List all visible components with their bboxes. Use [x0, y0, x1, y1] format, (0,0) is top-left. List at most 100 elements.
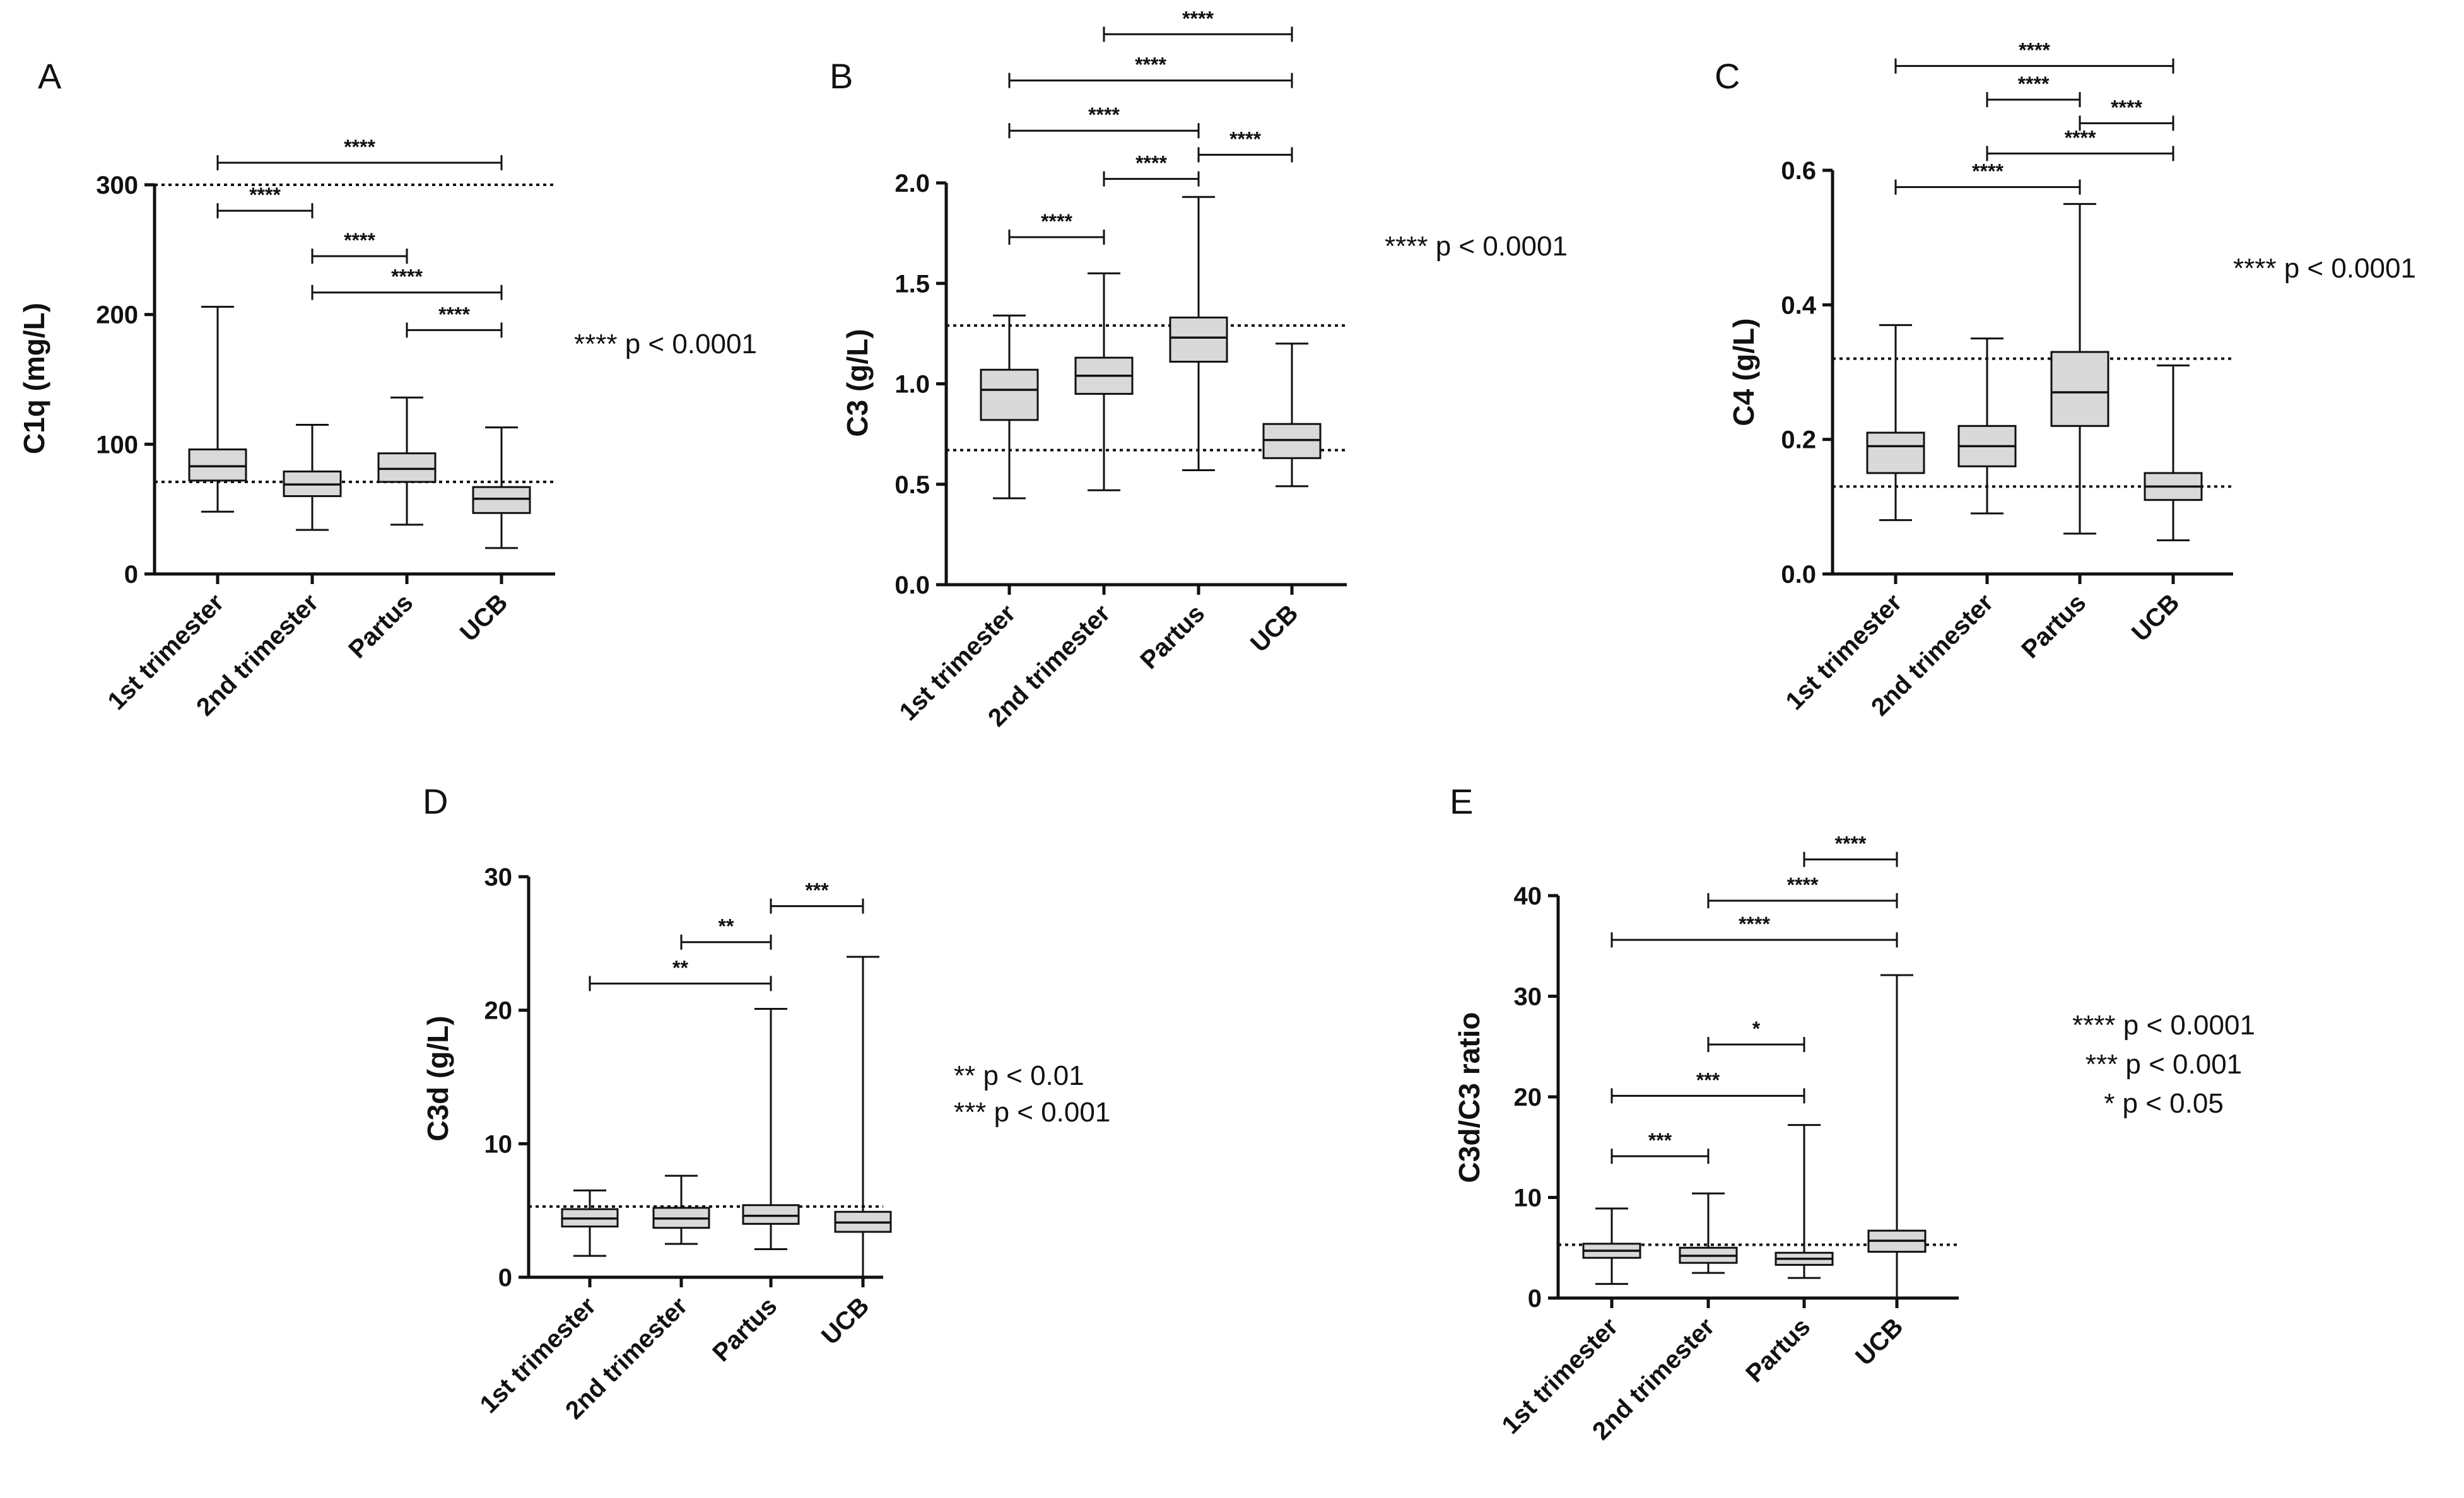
significance-label: ****	[1972, 160, 2003, 183]
p-value-legend: ** p < 0.01	[954, 1060, 1084, 1091]
significance-label: ****	[2065, 126, 2096, 149]
y-tick-label: 0.5	[895, 471, 930, 499]
significance-bracket: ****	[406, 303, 503, 338]
significance-bracket: ****	[1986, 126, 2174, 161]
significance-bracket: ****	[1894, 160, 2081, 195]
significance-label: ****	[1229, 127, 1261, 150]
significance-bracket: ****	[1610, 913, 1898, 948]
y-tick-label: 30	[484, 863, 513, 891]
y-tick-label: 40	[1514, 882, 1542, 910]
significance-label: ****	[1835, 833, 1867, 855]
y-tick-label: 0	[124, 561, 138, 588]
y-axis-label: C3d/C3 ratio	[1453, 1012, 1486, 1183]
significance-label: ****	[249, 184, 281, 206]
box-1	[188, 305, 247, 513]
panel-letter: A	[38, 56, 62, 96]
p-value-legend: **** p < 0.0001	[1385, 231, 1568, 262]
y-tick-label: 0.0	[1781, 561, 1816, 588]
significance-label: **	[719, 915, 734, 938]
p-value-legend: **** p < 0.0001	[2233, 253, 2416, 284]
p-value-legend: *** p < 0.001	[954, 1097, 1110, 1128]
y-tick-label: 10	[484, 1130, 513, 1158]
significance-label: ****	[1135, 152, 1167, 175]
significance-label: ***	[1696, 1068, 1720, 1091]
box-iqr	[377, 452, 437, 483]
x-tick-label: UCB	[1850, 1313, 1908, 1371]
significance-bracket: ****	[311, 229, 408, 264]
box-2	[1074, 272, 1134, 491]
significance-bracket: ****	[1803, 833, 1898, 867]
y-tick-label: 1.5	[895, 270, 930, 298]
box-4	[1867, 974, 1927, 1299]
y-tick-label: 1.0	[895, 371, 930, 399]
box-1	[1582, 1207, 1641, 1285]
significance-label: ****	[1182, 7, 1214, 30]
significance-label: ***	[1648, 1129, 1672, 1152]
significance-label: ****	[438, 303, 470, 325]
y-tick-label: 20	[1514, 1084, 1542, 1111]
y-axis-label: C4 (g/L)	[1727, 318, 1760, 426]
p-value-legend: * p < 0.05	[2104, 1088, 2224, 1119]
box-iqr	[742, 1204, 800, 1225]
panel-letter: C	[1715, 56, 1740, 96]
significance-label: ****	[1041, 210, 1072, 233]
y-tick-label: 0	[1528, 1285, 1542, 1313]
y-tick-label: 0.2	[1781, 426, 1816, 454]
x-tick-label: Partus	[707, 1292, 782, 1367]
box-3	[1775, 1124, 1834, 1279]
y-tick-label: 0.6	[1781, 157, 1816, 185]
panel-letter: B	[830, 56, 853, 96]
box-4	[2144, 364, 2203, 542]
panel-letter: D	[423, 781, 448, 821]
significance-bracket: ***	[1610, 1129, 1710, 1164]
significance-label: ****	[344, 229, 375, 252]
significance-bracket: **	[680, 915, 772, 950]
panel-letter: E	[1450, 781, 1473, 821]
y-tick-label: 10	[1514, 1185, 1542, 1212]
y-tick-label: 100	[96, 431, 138, 459]
significance-label: ****	[1739, 913, 1770, 935]
significance-label: ****	[2018, 73, 2050, 95]
y-tick-label: 0	[498, 1264, 512, 1292]
significance-bracket: ***	[1610, 1068, 1805, 1104]
y-tick-label: 2.0	[895, 170, 930, 197]
significance-label: ****	[391, 266, 423, 288]
box-3	[1169, 196, 1228, 471]
box-iqr	[1866, 431, 1925, 474]
y-axis-label: C1q (mg/L)	[18, 303, 50, 454]
significance-bracket: ****	[1008, 210, 1105, 245]
box-iqr	[1169, 316, 1228, 363]
significance-label: ****	[2019, 39, 2050, 62]
x-tick-label: UCB	[455, 588, 513, 647]
significance-label: ****	[2111, 96, 2142, 119]
significance-label: *	[1752, 1017, 1761, 1040]
box-4	[834, 956, 892, 1279]
y-tick-label: 20	[484, 997, 513, 1025]
box-2	[652, 1174, 710, 1245]
significance-bracket: **	[589, 956, 772, 992]
box-3	[742, 1008, 800, 1251]
box-3	[377, 396, 437, 526]
x-tick-label: UCB	[1245, 599, 1303, 657]
box-1	[980, 314, 1039, 500]
p-value-legend: **** p < 0.0001	[2072, 1010, 2255, 1041]
significance-bracket: *	[1707, 1017, 1805, 1053]
significance-bracket: ****	[1986, 73, 2081, 107]
significance-label: ****	[344, 136, 375, 158]
significance-label: ****	[1135, 54, 1166, 76]
box-iqr	[472, 486, 531, 514]
x-tick-label: Partus	[2016, 588, 2091, 664]
significance-bracket: ****	[216, 184, 314, 219]
significance-bracket: ****	[2079, 96, 2174, 131]
y-tick-label: 200	[96, 301, 138, 329]
x-tick-label: Partus	[1135, 599, 1210, 674]
significance-bracket: ****	[216, 136, 503, 171]
y-axis-label: C3d (g/L)	[421, 1015, 454, 1141]
x-tick-label: Partus	[1740, 1313, 1816, 1388]
y-tick-label: 0.4	[1781, 291, 1816, 319]
